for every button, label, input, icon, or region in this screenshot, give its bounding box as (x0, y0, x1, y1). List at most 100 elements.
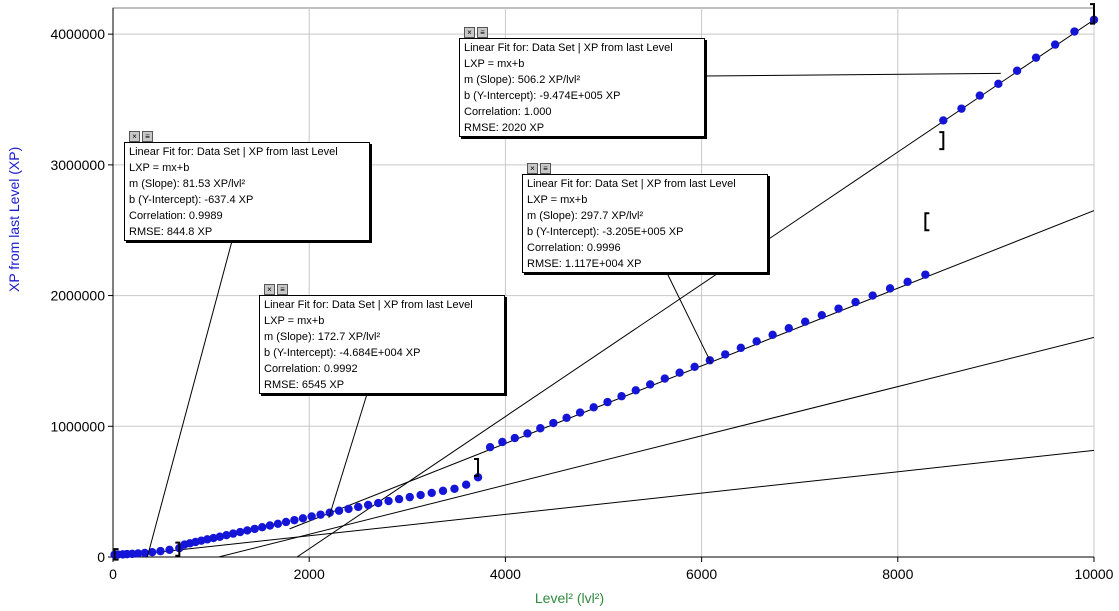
options-icon[interactable]: ≡ (277, 284, 288, 295)
data-point (768, 330, 777, 339)
fit-annotation-2[interactable]: × ≡ Linear Fit for: Data Set | XP from la… (259, 284, 505, 394)
fit-equation: LXP = mx+b (527, 194, 588, 206)
data-point (721, 350, 730, 359)
data-point (438, 486, 448, 496)
close-icon[interactable]: × (264, 284, 275, 295)
data-point (736, 343, 746, 353)
data-point (885, 284, 895, 293)
close-icon[interactable]: × (129, 131, 140, 142)
y-tick-label: 1000000 (50, 418, 105, 434)
data-point (921, 270, 930, 279)
y-tick-label: 2000000 (50, 288, 105, 304)
data-point (450, 484, 459, 493)
fit-equation: LXP = mx+b (264, 315, 325, 327)
options-icon[interactable]: ≡ (142, 131, 153, 142)
data-point (603, 397, 612, 407)
data-point (485, 443, 495, 452)
data-point (675, 368, 684, 377)
x-tick-label: 10000 (1075, 566, 1114, 582)
data-point (427, 488, 436, 498)
data-point (510, 433, 520, 443)
fit-intercept: b (Y-Intercept): -637.4 XP (129, 194, 254, 206)
range-bracket (175, 541, 181, 557)
fit-rmse: RMSE: 1.117E+004 XP (527, 258, 642, 270)
data-point (1012, 66, 1022, 75)
data-point (354, 502, 363, 512)
x-tick-label: 8000 (882, 566, 913, 582)
fit-annotation-controls[interactable]: × ≡ (464, 27, 488, 38)
data-point (133, 549, 143, 558)
data-point (461, 480, 471, 489)
data-point (817, 310, 826, 320)
data-point (903, 277, 912, 287)
data-point (994, 79, 1003, 89)
data-point (235, 527, 245, 537)
data-point (575, 408, 585, 417)
x-tick-label: 6000 (686, 566, 717, 582)
data-point (165, 545, 174, 555)
data-point (273, 519, 283, 528)
x-tick-label: 2000 (294, 566, 325, 582)
y-tick-label: 4000000 (50, 26, 105, 42)
close-icon[interactable]: × (464, 27, 475, 38)
data-point (1031, 53, 1041, 62)
data-point (975, 91, 985, 100)
range-bracket (1090, 3, 1095, 25)
annotation-pointer (666, 272, 712, 364)
fit-intercept: b (Y-Intercept): -9.474E+005 XP (464, 90, 621, 102)
options-icon[interactable]: ≡ (477, 27, 488, 38)
fit-annotation-controls[interactable]: × ≡ (264, 284, 288, 295)
fit-annotation-controls[interactable]: × ≡ (129, 131, 153, 142)
fit-rmse: RMSE: 844.8 XP (129, 226, 213, 238)
fit-equation: LXP = mx+b (129, 162, 190, 174)
y-axis-label: XP from last Level (XP) (6, 146, 22, 292)
data-point (215, 532, 225, 541)
annotation-pointer (704, 72, 1001, 77)
fit-annotation-controls[interactable]: × ≡ (527, 163, 551, 174)
fit-rmse: RMSE: 2020 XP (464, 122, 545, 134)
fit-annotation-4[interactable]: × ≡ Linear Fit for: Data Set | XP from la… (459, 27, 705, 137)
data-point (617, 392, 626, 401)
range-bracket (939, 131, 945, 151)
fit-correlation: Correlation: 0.9989 (129, 210, 223, 222)
data-point (140, 548, 149, 558)
fit-line (216, 336, 1094, 557)
data-point (939, 116, 948, 125)
data-point (258, 522, 267, 532)
data-point (957, 104, 966, 113)
data-point (363, 500, 373, 510)
options-icon[interactable]: ≡ (540, 163, 551, 174)
range-bracket (113, 548, 119, 561)
x-axis-label: Level² (lvl²) (534, 590, 605, 606)
data-point (290, 515, 299, 525)
x-tick-label: 4000 (490, 566, 521, 582)
fit-annotation-3[interactable]: × ≡ Linear Fit for: Data Set | XP from la… (522, 163, 768, 273)
data-point (631, 386, 640, 395)
data-point (384, 496, 393, 506)
data-point (281, 517, 291, 527)
data-point (334, 506, 344, 515)
x-tick-label: 0 (109, 566, 117, 582)
fit-slope: m (Slope): 172.7 XP/lvl² (264, 331, 381, 343)
y-tick-label: 0 (97, 549, 105, 565)
data-point (228, 529, 238, 538)
close-icon[interactable]: × (527, 163, 538, 174)
data-point (265, 521, 275, 530)
data-point (752, 337, 761, 346)
data-point (851, 297, 860, 307)
data-point (316, 510, 325, 519)
annotation-pointer (328, 393, 368, 518)
fit-slope: m (Slope): 81.53 XP/lvl² (129, 178, 246, 190)
data-point (243, 526, 252, 535)
data-point (344, 504, 353, 514)
data-point (325, 508, 334, 517)
fit-annotation-1[interactable]: × ≡ Linear Fit for: Data Set | XP from la… (124, 131, 370, 241)
fit-correlation: Correlation: 0.9996 (527, 242, 621, 254)
data-point (374, 498, 383, 508)
data-point (800, 317, 810, 326)
range-bracket (924, 212, 930, 232)
data-point (589, 403, 598, 412)
data-point (784, 324, 794, 333)
fit-title: Linear Fit for: Data Set | XP from last … (264, 299, 473, 311)
data-point (1050, 40, 1060, 49)
